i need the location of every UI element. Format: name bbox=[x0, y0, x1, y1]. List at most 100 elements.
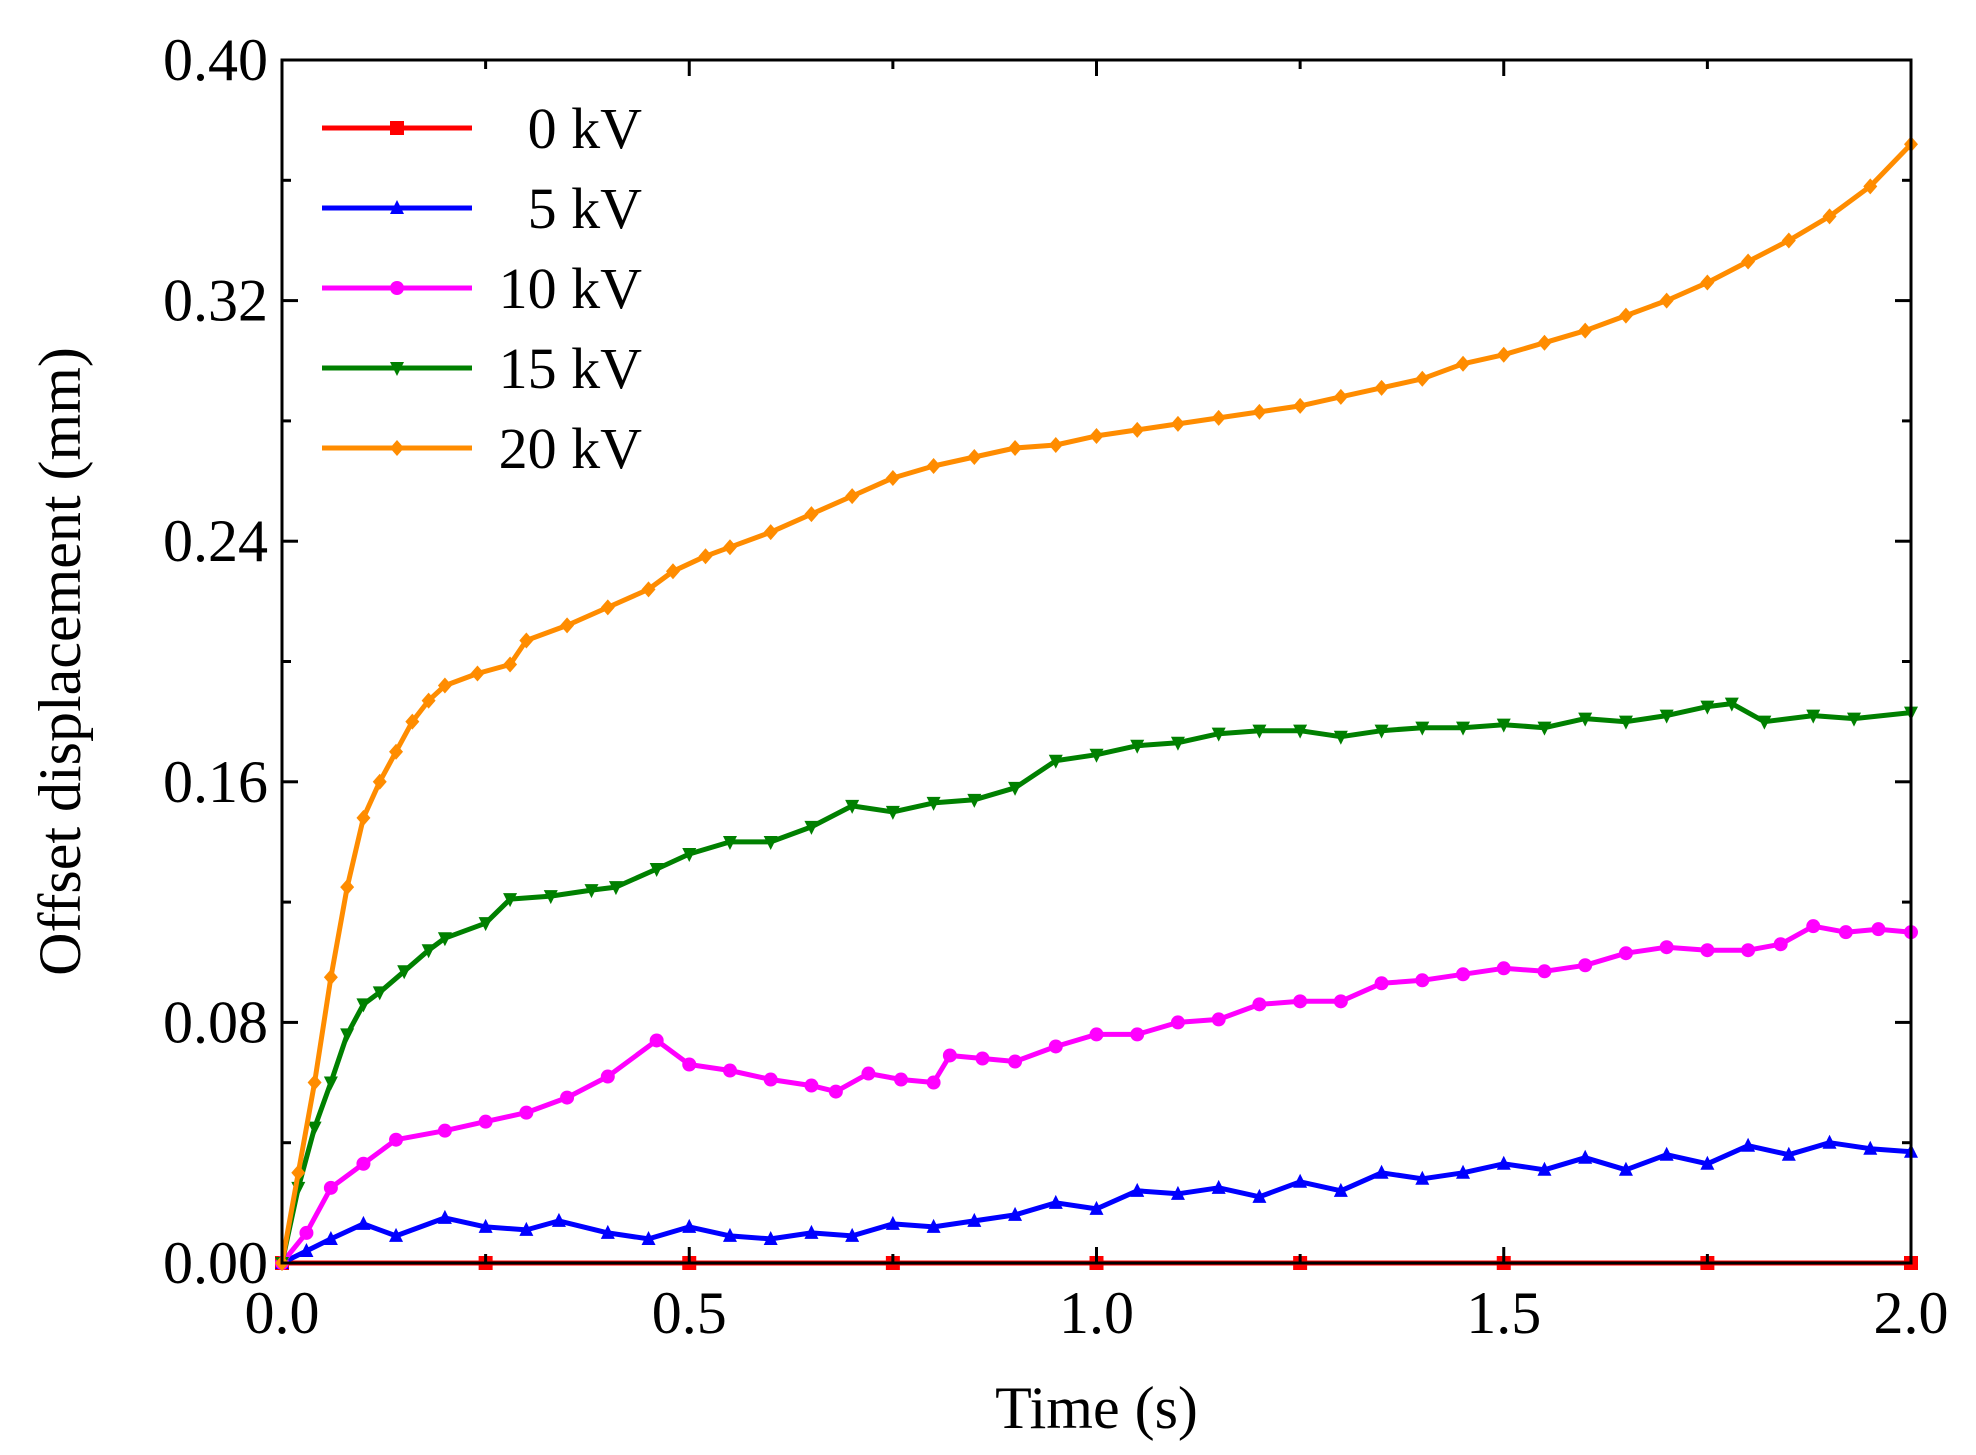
data-point bbox=[942, 1048, 957, 1063]
data-point bbox=[1008, 439, 1023, 456]
data-point bbox=[1456, 721, 1471, 736]
data-point bbox=[763, 1230, 778, 1245]
data-point bbox=[1252, 1188, 1267, 1203]
data-point bbox=[1456, 967, 1471, 982]
data-point bbox=[1130, 421, 1145, 438]
data-point bbox=[1537, 334, 1552, 351]
data-point bbox=[763, 1072, 778, 1087]
data-point bbox=[1130, 1027, 1145, 1042]
data-point bbox=[1781, 1146, 1796, 1161]
data-point bbox=[1496, 961, 1511, 976]
data-point bbox=[1700, 700, 1715, 715]
data-point bbox=[372, 773, 387, 790]
x-tick-label: 0.0 bbox=[245, 1280, 320, 1346]
legend: 0 kV 5 kV 10 kV 15 kV 20 kV bbox=[322, 96, 642, 481]
data-point bbox=[299, 1225, 314, 1240]
data-point bbox=[1048, 1194, 1063, 1209]
data-point bbox=[804, 820, 819, 835]
data-point bbox=[389, 743, 404, 760]
data-point bbox=[1806, 709, 1821, 724]
data-point bbox=[323, 1076, 338, 1091]
data-point bbox=[1496, 346, 1511, 363]
data-point bbox=[503, 893, 518, 908]
data-point bbox=[682, 1218, 697, 1233]
data-point bbox=[1700, 274, 1715, 291]
data-point bbox=[1700, 1155, 1715, 1170]
data-point bbox=[1415, 973, 1430, 988]
data-point bbox=[437, 1123, 452, 1138]
data-point bbox=[1659, 709, 1674, 724]
series-10-kv bbox=[275, 919, 1918, 1270]
legend-marker bbox=[390, 121, 404, 135]
data-point bbox=[967, 1212, 982, 1227]
data-point bbox=[1537, 1161, 1552, 1176]
data-point bbox=[804, 1224, 819, 1239]
data-point bbox=[356, 998, 371, 1013]
data-point bbox=[421, 692, 436, 709]
data-point bbox=[649, 863, 664, 878]
data-point bbox=[437, 677, 452, 694]
data-point bbox=[1773, 937, 1788, 952]
legend-label: 15 kV bbox=[499, 336, 643, 401]
data-point bbox=[437, 932, 452, 947]
x-tick-label: 1.5 bbox=[1466, 1280, 1541, 1346]
data-point bbox=[967, 793, 982, 808]
data-point bbox=[1415, 721, 1430, 736]
data-point bbox=[1659, 940, 1674, 955]
data-point bbox=[1089, 748, 1104, 763]
data-point bbox=[372, 986, 387, 1001]
legend-marker bbox=[390, 281, 404, 295]
data-point bbox=[722, 835, 737, 850]
legend-label: 5 kV bbox=[528, 176, 643, 241]
data-point bbox=[1170, 1185, 1185, 1200]
data-point bbox=[1008, 1054, 1023, 1069]
data-point bbox=[1741, 1137, 1756, 1152]
legend-marker bbox=[390, 440, 404, 456]
data-point bbox=[478, 1114, 493, 1129]
series-15-kv bbox=[275, 697, 1918, 1271]
data-point bbox=[1333, 1182, 1348, 1197]
data-point bbox=[1659, 292, 1674, 309]
data-point bbox=[1618, 715, 1633, 730]
data-point bbox=[299, 1242, 314, 1257]
data-point bbox=[543, 890, 558, 905]
data-point bbox=[1871, 922, 1886, 937]
data-point bbox=[1374, 1164, 1389, 1179]
legend-entry-10-kv: 10 kV bbox=[322, 256, 642, 321]
data-point bbox=[519, 1105, 534, 1120]
data-point bbox=[356, 1156, 371, 1171]
data-point bbox=[1170, 736, 1185, 751]
y-tick-label: 0.24 bbox=[163, 508, 268, 574]
data-point bbox=[885, 1215, 900, 1230]
data-point bbox=[665, 563, 680, 580]
data-point bbox=[1757, 715, 1772, 730]
data-point bbox=[1863, 178, 1878, 195]
data-point bbox=[926, 796, 941, 811]
legend-label: 10 kV bbox=[499, 256, 643, 321]
data-point bbox=[641, 1230, 656, 1245]
data-point bbox=[722, 1227, 737, 1242]
data-point bbox=[1211, 409, 1226, 426]
data-point bbox=[600, 1224, 615, 1239]
data-point bbox=[1211, 1179, 1226, 1194]
data-point bbox=[1741, 253, 1756, 270]
data-point bbox=[560, 617, 575, 634]
data-point bbox=[722, 1063, 737, 1078]
data-point bbox=[1374, 379, 1389, 396]
data-point bbox=[307, 1074, 322, 1091]
data-point bbox=[1659, 1146, 1674, 1161]
x-tick-label: 2.0 bbox=[1874, 1280, 1949, 1346]
data-point bbox=[340, 879, 355, 896]
legend-marker bbox=[390, 362, 404, 376]
data-point bbox=[885, 470, 900, 487]
data-point bbox=[1048, 436, 1063, 453]
series-5-kv bbox=[275, 1134, 1918, 1269]
data-point bbox=[1211, 1012, 1226, 1027]
data-point bbox=[804, 506, 819, 523]
legend-entry-5-kv: 5 kV bbox=[322, 176, 642, 241]
legend-entry-15-kv: 15 kV bbox=[322, 336, 642, 401]
data-point bbox=[1496, 1155, 1511, 1170]
data-point bbox=[682, 847, 697, 862]
legend-label: 20 kV bbox=[499, 416, 643, 481]
